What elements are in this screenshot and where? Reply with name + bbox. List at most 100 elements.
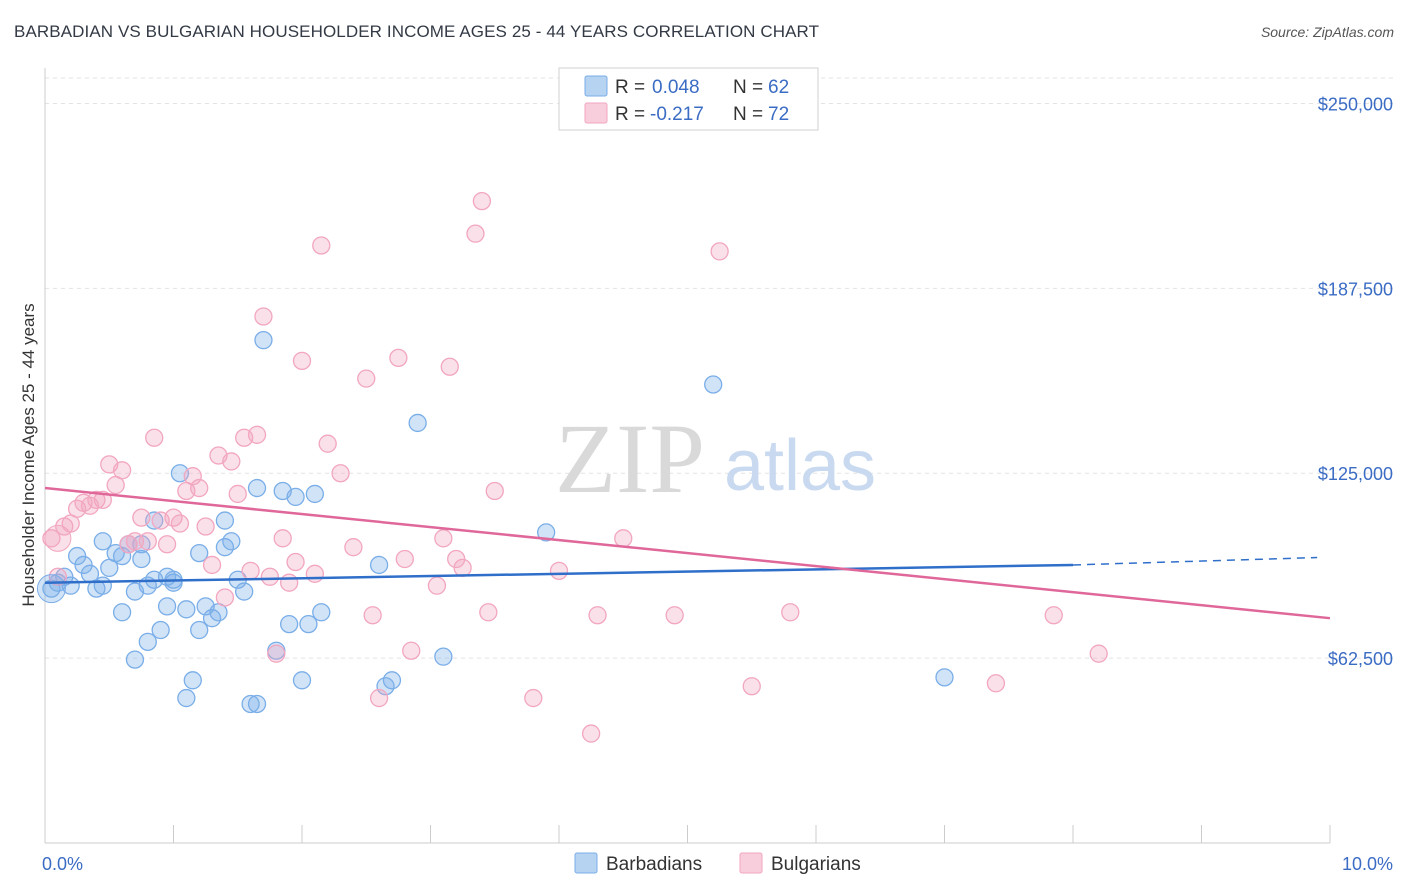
top-legend: R = 0.048 N = 62 R = -0.217 N = 72	[558, 67, 819, 131]
point-barbadians-19	[138, 632, 157, 652]
point-barbadians-45	[254, 330, 273, 350]
point-bulgarians-48	[389, 348, 408, 368]
point-barbadians-27	[164, 573, 183, 592]
point-bulgarians-42	[318, 434, 337, 453]
watermark-zip: ZIP	[555, 403, 705, 514]
point-bulgarians-39	[292, 351, 312, 370]
legend-n-barbadians: 62	[768, 77, 789, 98]
point-barbadians-48	[279, 614, 299, 634]
x-tick-label-1: 10.0%	[1342, 854, 1393, 874]
point-barbadians-53	[299, 614, 318, 634]
point-barbadians-58	[434, 647, 453, 666]
point-bulgarians-11	[112, 461, 132, 480]
point-bulgarians-70	[1044, 606, 1063, 625]
point-barbadians-17	[125, 650, 145, 669]
point-bulgarians-50	[402, 641, 421, 660]
point-bulgarians-56	[466, 224, 485, 243]
legend-r-label-bulgarians: R =	[615, 104, 645, 125]
bottom-legend-barbadians: Barbadians	[606, 854, 702, 875]
point-barbadians-23	[151, 620, 170, 640]
point-bulgarians-51	[427, 576, 447, 595]
point-bulgarians-53	[440, 357, 459, 376]
point-bulgarians-35	[267, 644, 286, 663]
point-bulgarians-49	[395, 549, 414, 569]
x-tick-labels: 0.0% 10.0%	[42, 854, 1393, 874]
point-bulgarians-66	[710, 242, 729, 261]
point-bulgarians-47	[369, 688, 389, 708]
point-barbadians-50	[292, 671, 312, 690]
y-tick-label-1: $125,000	[1318, 464, 1393, 484]
point-barbadians-51	[305, 484, 325, 504]
point-barbadians-29	[177, 688, 196, 708]
axes	[44, 68, 1331, 844]
y-axis-title: Householder Income Ages 25 - 44 years	[19, 303, 38, 606]
point-bulgarians-43	[331, 464, 350, 483]
point-bulgarians-16	[145, 428, 164, 447]
point-bulgarians-46	[363, 606, 382, 625]
legend-r-label-barbadians: R =	[615, 77, 645, 98]
y-tick-label-2: $187,500	[1318, 279, 1393, 299]
point-bulgarians-cluster	[44, 524, 72, 552]
point-barbadians-44	[247, 478, 267, 498]
bottom-legend: Barbadians Bulgarians	[574, 852, 861, 875]
point-barbadians-59	[537, 523, 556, 542]
point-barbadians-57	[408, 413, 427, 433]
point-bulgarians-32	[247, 425, 267, 444]
legend-n-label-barbadians: N =	[733, 77, 763, 98]
point-bulgarians-60	[524, 688, 543, 708]
point-barbadians-54	[369, 555, 389, 575]
point-bulgarians-33	[254, 307, 273, 326]
point-bulgarians-0	[42, 529, 61, 548]
point-bulgarians-38	[286, 552, 305, 572]
point-barbadians-39	[222, 532, 241, 551]
point-bulgarians-55	[453, 558, 472, 578]
point-barbadians-43	[247, 694, 267, 714]
point-barbadians-32	[190, 543, 209, 563]
point-bulgarians-71	[1089, 644, 1108, 663]
legend-swatch-bulgarians	[584, 102, 608, 124]
point-bulgarians-31	[241, 561, 260, 581]
legend-n-bulgarians: 72	[768, 104, 789, 125]
y-tick-labels: $62,500 $125,000 $187,500 $250,000	[1318, 94, 1393, 669]
point-barbadians-33	[190, 620, 209, 640]
point-bulgarians-20	[170, 514, 190, 533]
trend-extension-barbadians	[1072, 556, 1318, 566]
point-bulgarians-14	[132, 508, 151, 527]
point-bulgarians-1	[48, 567, 67, 586]
point-bulgarians-44	[344, 538, 363, 557]
point-barbadians-24	[157, 597, 177, 616]
point-barbadians-61	[935, 668, 954, 687]
source-label: Source: ZipAtlas.com	[1260, 24, 1394, 40]
point-barbadians-13	[112, 603, 132, 622]
point-bulgarians-69	[986, 674, 1006, 693]
point-bulgarians-8	[93, 490, 112, 510]
point-barbadians-42	[241, 694, 260, 714]
legend-n-label-bulgarians: N =	[733, 104, 763, 125]
trend-line-barbadians	[44, 563, 1074, 584]
point-barbadians-30	[177, 600, 196, 619]
point-bulgarians-63	[588, 606, 607, 625]
point-bulgarians-37	[279, 573, 299, 592]
bottom-legend-bulgarians: Bulgarians	[771, 854, 861, 875]
point-barbadians-cluster	[36, 574, 66, 604]
point-bulgarians-41	[312, 236, 331, 255]
point-bulgarians-64	[614, 529, 633, 548]
point-barbadians-9	[93, 532, 112, 551]
point-bulgarians-15	[138, 532, 157, 551]
point-bulgarians-62	[581, 724, 601, 743]
point-barbadians-18	[132, 549, 151, 569]
point-bulgarians-61	[549, 561, 569, 581]
point-bulgarians-34	[260, 567, 280, 586]
point-bulgarians-28	[222, 452, 241, 471]
trend-lines	[44, 486, 1331, 620]
point-barbadians-31	[183, 671, 202, 690]
point-bulgarians-23	[190, 478, 209, 498]
watermark: ZIP atlas	[555, 403, 876, 514]
point-bulgarians-57	[472, 191, 492, 211]
point-bulgarians-36	[273, 529, 292, 548]
point-barbadians-38	[215, 511, 235, 530]
point-bulgarians-18	[157, 535, 177, 554]
point-barbadians-49	[286, 487, 305, 507]
bottom-legend-swatch-bulgarians	[739, 852, 763, 874]
